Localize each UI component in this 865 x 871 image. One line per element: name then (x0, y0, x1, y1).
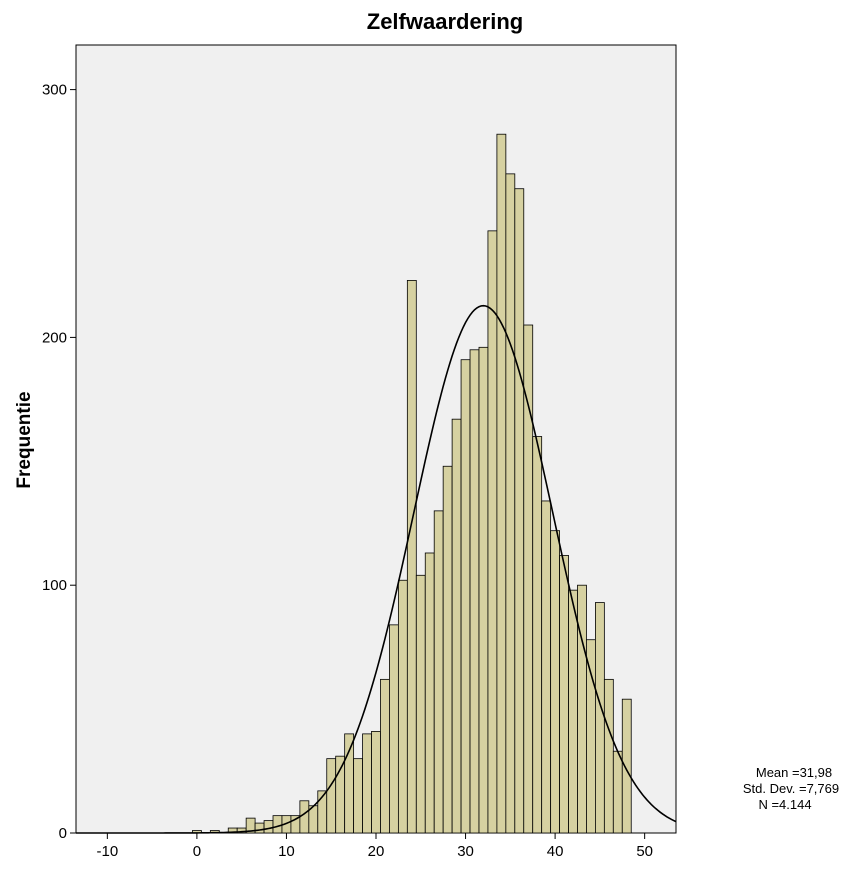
y-tick-label: 200 (42, 329, 67, 346)
histogram-bar (532, 436, 543, 834)
histogram-bars (192, 133, 632, 834)
histogram-bar (415, 574, 426, 834)
x-tick-label: 20 (368, 843, 385, 860)
histogram-bar (362, 733, 372, 834)
histogram-bar (523, 324, 534, 834)
normal-curve (76, 304, 677, 834)
y-axis: 0 100 200 300 (42, 82, 76, 842)
histogram-bar (263, 820, 274, 834)
histogram-bar (478, 346, 489, 834)
histogram-bar (353, 758, 363, 834)
stats-box: Mean =31,98 Std. Dev. =7,769 N =4.144 (743, 765, 839, 812)
x-tick-label: 50 (636, 843, 653, 860)
histogram-bar (380, 678, 390, 834)
histogram-bar (595, 602, 605, 834)
histogram-bar (621, 698, 632, 834)
histogram-bar (451, 418, 462, 834)
histogram-bar (568, 589, 578, 834)
stats-mean: Mean =31,98 (756, 765, 832, 780)
histogram-bar (469, 349, 480, 834)
histogram-bar (389, 624, 399, 834)
histogram-bar (603, 678, 614, 834)
stats-sd: Std. Dev. =7,769 (743, 781, 839, 796)
histogram-bar (496, 133, 507, 834)
histogram-bar (460, 359, 471, 834)
x-tick-label: 10 (278, 843, 295, 860)
histogram-bar (505, 173, 516, 834)
histogram-bar (541, 500, 552, 834)
x-tick-label: 0 (193, 843, 201, 860)
histogram-bar (550, 530, 560, 834)
x-tick-label: 40 (547, 843, 564, 860)
histogram-bar (577, 584, 587, 834)
histogram-bar (344, 733, 355, 834)
y-tick-label: 100 (42, 577, 67, 594)
histogram-bar (424, 552, 435, 834)
histogram-bar (586, 639, 596, 834)
histogram-bar (272, 815, 283, 834)
histogram-bar (442, 465, 453, 834)
x-tick-label: 30 (457, 843, 474, 860)
histogram-bar (397, 579, 408, 834)
histogram-bar (612, 750, 623, 834)
histogram-bar (559, 555, 569, 834)
y-tick-label: 0 (59, 825, 67, 842)
histogram-bar (299, 800, 310, 834)
histogram-bar (487, 230, 498, 834)
histogram-bar (514, 188, 525, 834)
x-axis: -10 0 10 20 30 40 50 (96, 833, 653, 860)
x-tick-label: -10 (96, 843, 118, 860)
histogram-bar (433, 510, 444, 834)
y-tick-label: 300 (42, 82, 67, 99)
histogram-bar (406, 280, 417, 834)
stats-n: N =4.144 (758, 797, 811, 812)
histogram-bar (326, 758, 337, 834)
chart-title: Zelfwaardering (367, 9, 523, 34)
histogram-bar (371, 731, 381, 834)
histogram-bar (254, 822, 265, 834)
y-axis-label: Frequentie (14, 391, 35, 488)
